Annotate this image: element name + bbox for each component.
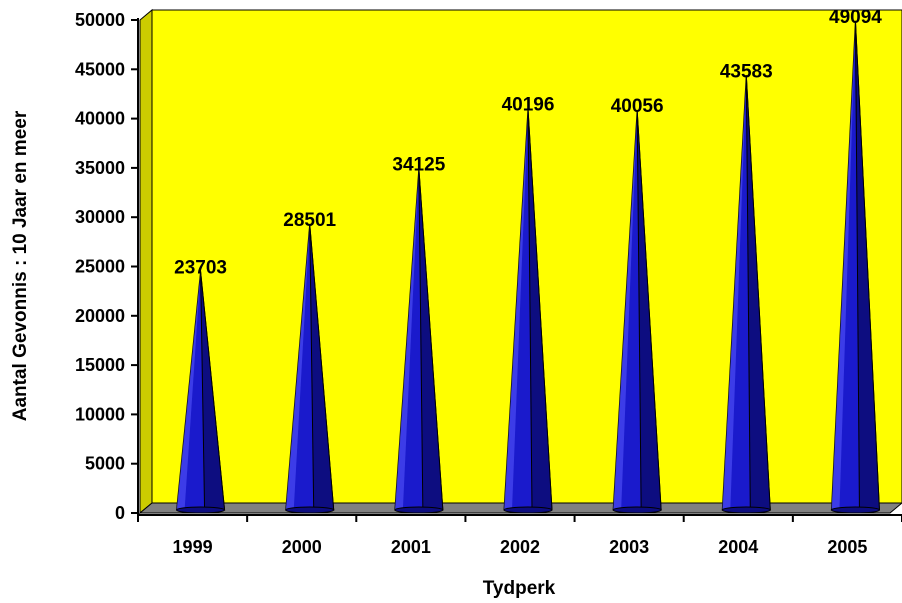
data-label-1999: 23703 bbox=[174, 257, 227, 278]
x-tick-label-2000: 2000 bbox=[282, 537, 322, 557]
bar-series bbox=[176, 20, 880, 514]
bar-cone-base bbox=[830, 506, 880, 514]
y-tick-label: 30000 bbox=[75, 207, 125, 227]
x-tick-label-2003: 2003 bbox=[609, 537, 649, 557]
y-tick-label: 5000 bbox=[85, 454, 125, 474]
y-tick-label: 50000 bbox=[75, 10, 125, 30]
bar-1999 bbox=[176, 271, 226, 514]
y-tick-label: 20000 bbox=[75, 306, 125, 326]
bar-cone-highlight bbox=[831, 20, 856, 510]
y-tick-label: 40000 bbox=[75, 109, 125, 129]
bar-cone-base bbox=[503, 506, 553, 514]
data-label-2000: 28501 bbox=[283, 210, 336, 231]
data-label-2003: 40056 bbox=[611, 96, 664, 117]
bar-2003 bbox=[612, 110, 662, 514]
bar-cone-base bbox=[394, 506, 444, 514]
x-tick-label-2004: 2004 bbox=[718, 537, 758, 557]
x-tick-label-2005: 2005 bbox=[827, 537, 867, 557]
bar-cone-highlight bbox=[504, 108, 528, 510]
x-tick-label-2002: 2002 bbox=[500, 537, 540, 557]
bar-2000 bbox=[285, 223, 335, 514]
y-tick-label: 45000 bbox=[75, 59, 125, 79]
bar-cone-highlight bbox=[722, 75, 747, 511]
bar-cone-base bbox=[612, 506, 662, 514]
x-tick-label-1999: 1999 bbox=[173, 537, 213, 557]
data-label-2004: 43583 bbox=[720, 61, 773, 82]
bar-2002 bbox=[503, 108, 553, 514]
x-axis-title: Tydperk bbox=[483, 578, 556, 599]
plot-side-wall bbox=[139, 8, 153, 515]
bar-cone-highlight bbox=[394, 168, 419, 510]
y-tick-label: 10000 bbox=[75, 404, 125, 424]
x-axis-ticks: 1999 2000 2001 2002 2003 2004 2005 bbox=[137, 515, 902, 557]
bar-2004 bbox=[721, 75, 771, 514]
y-tick-label: 15000 bbox=[75, 355, 125, 375]
y-tick-label: 25000 bbox=[75, 257, 125, 277]
bar-cone-base bbox=[285, 506, 335, 514]
bar-cone-base bbox=[721, 506, 771, 514]
y-tick-label: 35000 bbox=[75, 158, 125, 178]
data-labels: 23703 28501 34125 40196 40056 43583 49094 bbox=[174, 7, 882, 278]
x-tick-label-2001: 2001 bbox=[391, 537, 431, 557]
y-axis-title: Aantal Gevonnis : 10 Jaar en meer bbox=[10, 110, 31, 421]
bar-2001 bbox=[394, 168, 444, 514]
y-axis-ticks: 0 5000 10000 15000 20000 25000 30000 35000 40000… bbox=[75, 10, 138, 523]
bar-cone-base bbox=[176, 506, 226, 514]
bar-cone-highlight bbox=[613, 110, 638, 510]
bar-2005 bbox=[830, 20, 880, 514]
y-tick-label: 0 bbox=[115, 503, 125, 523]
data-label-2002: 40196 bbox=[502, 95, 555, 116]
data-label-2001: 34125 bbox=[392, 155, 445, 176]
data-label-2005: 49094 bbox=[829, 7, 882, 28]
bar-cone-highlight bbox=[176, 271, 201, 510]
bar-cone-highlight bbox=[285, 223, 310, 510]
